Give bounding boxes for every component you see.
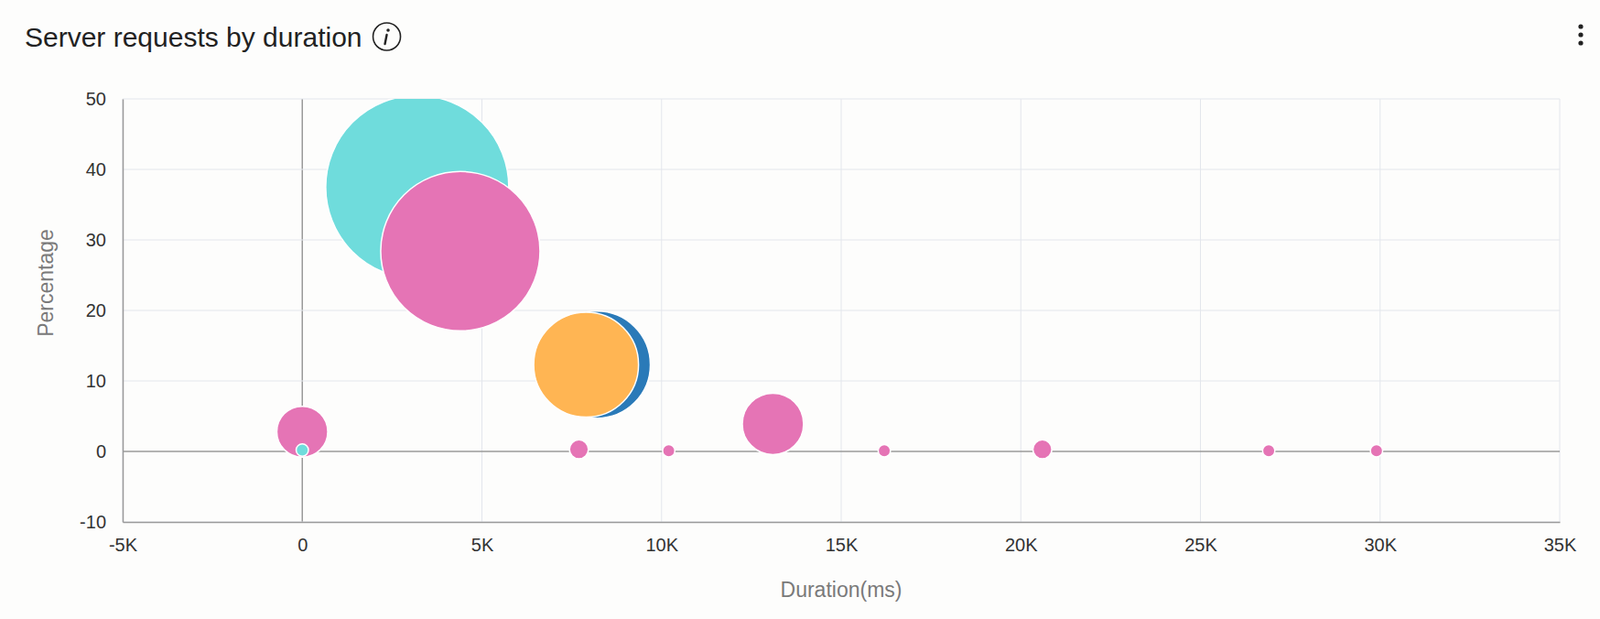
y-axis-title: Percentage	[33, 228, 58, 337]
x-tick-label: -5K	[108, 534, 139, 555]
y-tick: 30	[86, 229, 123, 250]
bubbles	[276, 98, 1383, 459]
menu-dot[interactable]	[1578, 23, 1583, 29]
grid-line-y	[122, 450, 1560, 453]
bubble[interactable]	[742, 393, 804, 455]
x-tick: -5K	[108, 521, 139, 555]
info-icon[interactable]	[373, 22, 401, 51]
x-tick-label: 5K	[471, 534, 495, 555]
x-tick: 5K	[471, 521, 495, 555]
y-tick: 10	[86, 370, 123, 391]
grid-line-y	[122, 310, 1560, 312]
x-tick: 15K	[825, 521, 859, 555]
y-axis-line	[122, 99, 125, 523]
y-tick-label: 50	[86, 88, 107, 109]
bubble[interactable]	[380, 171, 541, 331]
x-tick: 10K	[645, 521, 679, 555]
menu-dot[interactable]	[1578, 40, 1583, 45]
x-tick-label: 25K	[1184, 534, 1218, 555]
bubble[interactable]	[662, 443, 675, 456]
x-tick-label: 30K	[1363, 534, 1397, 555]
x-tick: 25K	[1184, 521, 1218, 555]
y-tick: -10	[79, 511, 123, 532]
y-tick-label: 40	[86, 159, 107, 180]
x-tick: 30K	[1363, 521, 1397, 555]
bubble[interactable]	[533, 312, 639, 418]
bubble[interactable]	[877, 443, 890, 456]
y-tick-label: 0	[96, 441, 107, 462]
grid-line-x	[122, 98, 124, 522]
y-tick: 50	[86, 88, 123, 109]
y-tick: 20	[86, 300, 123, 321]
grid-line-y	[122, 521, 1560, 523]
info-icon-dot[interactable]	[386, 28, 390, 33]
x-tick: 35K	[1544, 521, 1578, 555]
bubble[interactable]	[296, 443, 309, 456]
bubble[interactable]	[1370, 443, 1383, 456]
info-icon-stem[interactable]	[385, 34, 388, 44]
y-tick-label: 10	[86, 370, 107, 391]
x-axis-line	[123, 521, 1561, 524]
y-tick: 40	[86, 159, 123, 180]
menu-dot[interactable]	[1578, 32, 1583, 37]
bubble[interactable]	[1262, 443, 1275, 456]
plot: -5K 0 5K 10K 15K 20K 25K 30K 35K -10 0 10 20 30 40 50	[79, 88, 1578, 555]
title: Server requests by duration	[24, 21, 363, 53]
y-axis: -10 0 10 20 30 40 50	[79, 88, 123, 532]
info-icon-ring[interactable]	[373, 22, 401, 51]
x-tick-label: 20K	[1005, 534, 1038, 555]
x-axis: -5K 0 5K 10K 15K 20K 25K 30K 35K	[108, 521, 1578, 555]
bubble[interactable]	[569, 439, 589, 459]
x-tick: 0	[297, 521, 308, 555]
x-tick-label: 15K	[825, 534, 859, 555]
y-tick-label: 30	[86, 229, 107, 250]
x-axis-title: Duration(ms)	[780, 577, 903, 602]
chart: Server requests by duration -5K 0 5K 10K 15K 2…	[0, 0, 1600, 619]
x-tick-label: 10K	[645, 534, 679, 555]
grid-line-y	[122, 98, 1560, 100]
menu-button[interactable]	[1578, 23, 1583, 45]
x-tick: 20K	[1005, 521, 1038, 555]
x-tick-label: 35K	[1544, 534, 1578, 555]
y-tick: 0	[96, 441, 123, 462]
bubble[interactable]	[1032, 439, 1052, 459]
grid-line-y	[122, 380, 1560, 382]
bubble[interactable]	[276, 406, 328, 458]
y-tick-label: -10	[79, 511, 107, 532]
x-tick-label: 0	[297, 534, 308, 555]
y-tick-label: 20	[86, 300, 107, 321]
grid-line-y	[122, 239, 1560, 241]
